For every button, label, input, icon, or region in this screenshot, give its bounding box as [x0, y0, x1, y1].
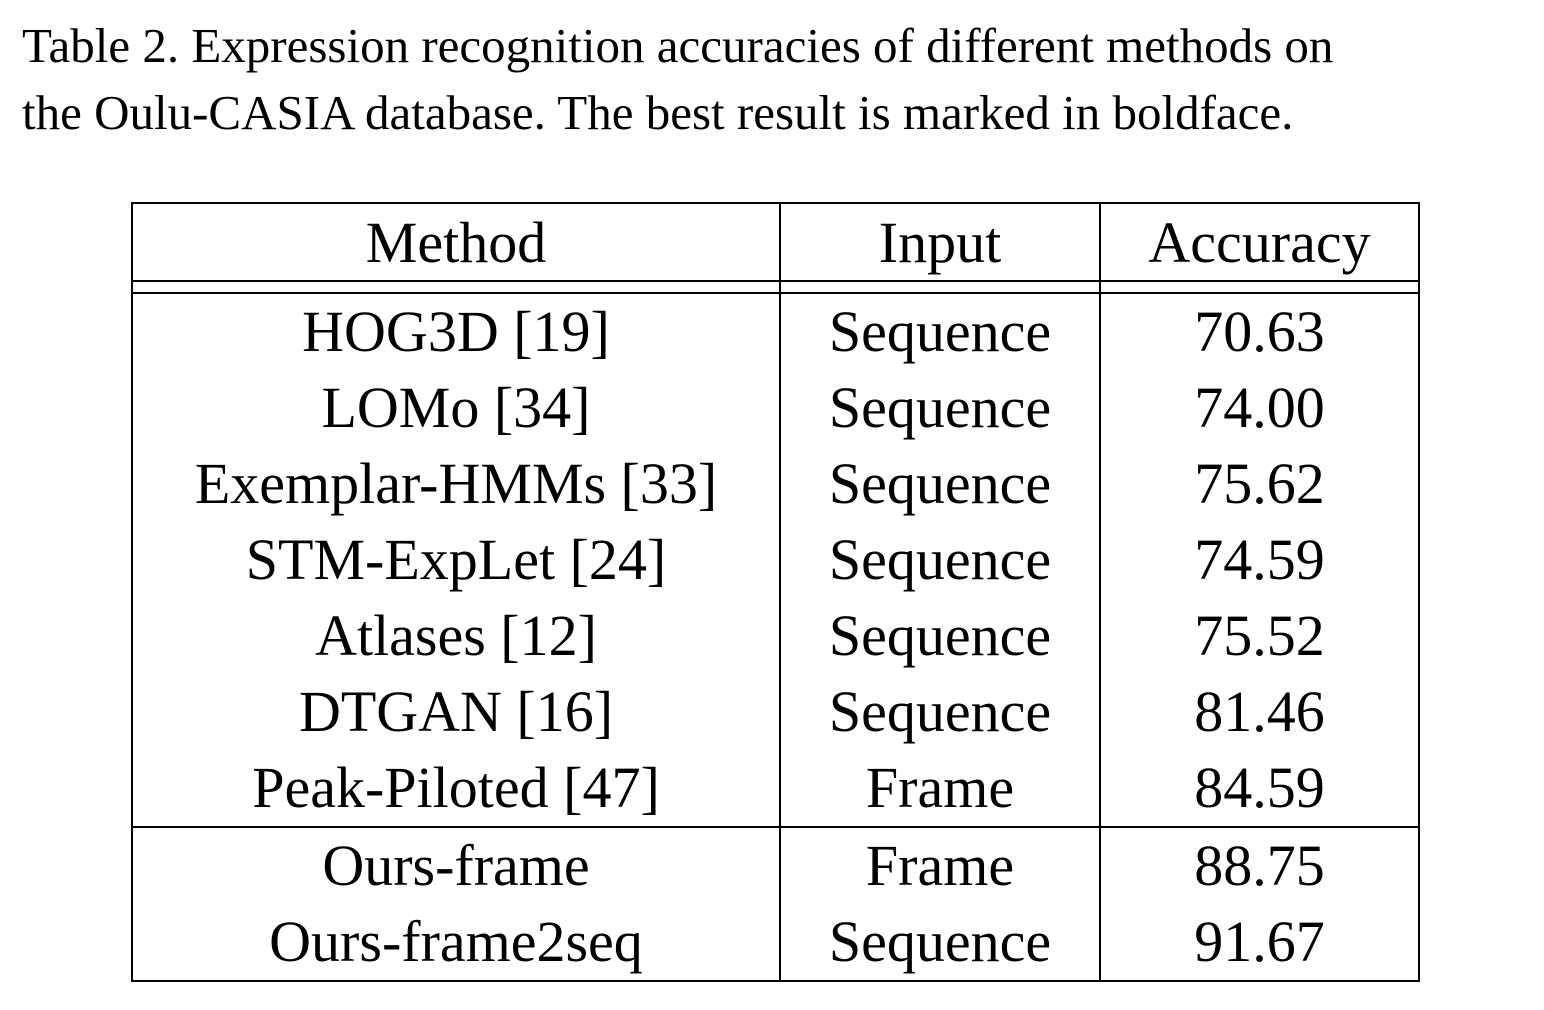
accuracy-cell: 84.59 — [1099, 750, 1420, 827]
input-cell: Frame — [779, 750, 1101, 827]
table-row-ours: Ours-frame Frame 88.75 — [131, 826, 1420, 904]
method-cell: DTGAN [16] — [131, 674, 781, 750]
header-method: Method — [131, 202, 781, 282]
method-cell: Atlases [12] — [131, 598, 781, 674]
accuracy-cell: 74.59 — [1099, 522, 1420, 598]
header-input: Input — [779, 202, 1101, 282]
table-row: Atlases [12] Sequence 75.52 — [131, 598, 1420, 674]
accuracy-cell: 75.62 — [1099, 446, 1420, 522]
input-cell: Sequence — [779, 598, 1101, 674]
input-cell: Sequence — [779, 522, 1101, 598]
input-cell: Sequence — [779, 904, 1101, 982]
table-row: Exemplar-HMMs [33] Sequence 75.62 — [131, 446, 1420, 522]
method-cell: LOMo [34] — [131, 370, 781, 446]
method-cell: Ours-frame — [131, 826, 781, 904]
table-row: Peak-Piloted [47] Frame 84.59 — [131, 750, 1420, 827]
best-accuracy-cell: 91.67 — [1099, 904, 1420, 982]
method-cell: Peak-Piloted [47] — [131, 750, 781, 827]
accuracy-cell: 70.63 — [1099, 293, 1420, 370]
table-row: HOG3D [19] Sequence 70.63 — [131, 293, 1420, 370]
table-row: STM-ExpLet [24] Sequence 74.59 — [131, 522, 1420, 598]
header-gap — [131, 281, 1420, 294]
input-cell: Frame — [779, 826, 1101, 904]
method-cell: Exemplar-HMMs [33] — [131, 446, 781, 522]
method-cell: HOG3D [19] — [131, 293, 781, 370]
caption-line-1: Table 2. Expression recognition accuraci… — [22, 18, 1334, 73]
accuracy-cell: 75.52 — [1099, 598, 1420, 674]
accuracy-cell: 74.00 — [1099, 370, 1420, 446]
table-row-ours: Ours-frame2seq Sequence 91.67 — [131, 904, 1420, 982]
header-accuracy: Accuracy — [1099, 202, 1420, 282]
input-cell: Sequence — [779, 293, 1101, 370]
accuracy-cell: 81.46 — [1099, 674, 1420, 750]
method-cell: Ours-frame2seq — [131, 904, 781, 982]
method-cell: STM-ExpLet [24] — [131, 522, 781, 598]
accuracy-cell: 88.75 — [1099, 826, 1420, 904]
caption-line-2: the Oulu-CASIA database. The best result… — [22, 85, 1294, 140]
input-cell: Sequence — [779, 370, 1101, 446]
input-cell: Sequence — [779, 674, 1101, 750]
results-table: Method Input Accuracy HOG3D [19] Sequenc… — [131, 202, 1420, 982]
table-row: LOMo [34] Sequence 74.00 — [131, 370, 1420, 446]
header-row: Method Input Accuracy — [131, 202, 1420, 282]
table-caption: Table 2. Expression recognition accuraci… — [22, 12, 1532, 146]
table-row: DTGAN [16] Sequence 81.46 — [131, 674, 1420, 750]
input-cell: Sequence — [779, 446, 1101, 522]
